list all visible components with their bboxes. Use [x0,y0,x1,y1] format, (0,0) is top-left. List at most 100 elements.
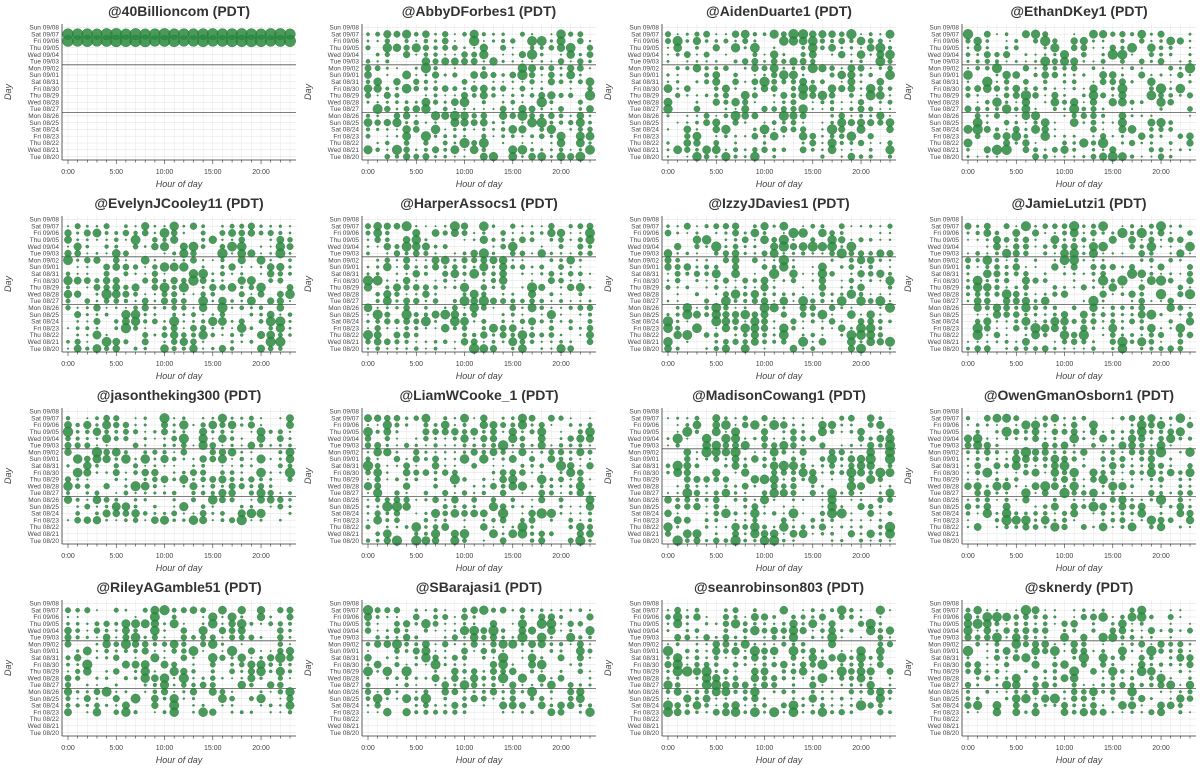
activity-bubble [802,499,804,501]
activity-bubble [365,92,371,98]
activity-bubble [994,264,999,269]
activity-bubble [888,46,892,50]
activity-bubble [384,339,390,345]
activity-bubble [160,228,169,237]
activity-bubble [568,518,572,522]
activity-bubble [433,46,437,50]
activity-bubble [403,483,410,490]
activity-bubble [1063,74,1066,77]
activity-bubble [860,88,862,90]
activity-bubble [463,292,467,296]
activity-bubble [413,470,419,476]
activity-bubble [247,276,255,284]
activity-bubble [501,230,506,235]
activity-bubble [82,35,94,47]
activity-bubble [93,304,100,311]
activity-bubble [1013,85,1020,92]
activity-bubble [732,523,740,531]
activity-bubble [1130,100,1135,105]
activity-bubble [1013,250,1020,257]
activity-bubble [684,126,691,133]
activity-bubble [76,320,78,322]
activity-bubble [376,266,379,269]
activity-bubble [789,71,797,79]
activity-bubble [434,33,436,35]
activity-bubble [667,114,670,117]
activity-bubble [84,469,92,477]
activity-bubble [133,244,138,249]
activity-bubble [1168,298,1174,304]
activity-bubble [93,455,101,463]
activity-bubble [763,512,765,514]
activity-bubble [463,272,467,276]
activity-bubble [1160,273,1162,275]
activity-bubble [789,270,797,278]
activity-bubble [404,264,410,270]
activity-bubble [66,272,70,276]
activity-bubble [664,523,673,532]
activity-bubble [435,327,437,329]
activity-bubble [694,244,699,249]
activity-bubble [481,113,487,119]
activity-bubble [415,465,417,467]
activity-bubble [453,326,457,330]
activity-bubble [512,451,514,453]
activity-bubble [102,337,111,346]
activity-bubble [480,421,488,429]
activity-bubble [76,511,80,515]
activity-bubble [209,236,217,244]
activity-bubble [1157,118,1166,127]
activity-bubble [588,245,592,249]
activity-bubble [375,325,381,331]
activity-bubble [75,250,81,256]
activity-bubble [889,239,891,241]
activity-bubble [1185,63,1195,73]
activity-bubble [683,530,691,538]
activity-bubble [715,533,718,536]
activity-bubble [569,224,573,228]
activity-bubble [830,66,835,71]
activity-bubble [712,78,720,86]
activity-bubble [365,442,371,448]
activity-bubble [578,244,584,250]
activity-bubble [1051,98,1059,106]
activity-bubble [850,519,852,521]
activity-bubble [1005,272,1009,276]
activity-bubble [828,146,836,154]
activity-bubble [212,314,214,316]
activity-bubble [279,458,282,461]
activity-bubble [519,126,527,134]
activity-bubble [498,508,508,518]
activity-bubble [143,450,147,454]
activity-bubble [1169,225,1172,228]
activity-bubble [114,463,119,468]
activity-bubble [363,330,373,340]
activity-bubble [1098,138,1108,148]
activity-bubble [850,512,852,514]
activity-bubble [1073,451,1076,454]
activity-bubble [482,272,486,276]
activity-bubble [415,67,418,70]
activity-bubble [1189,80,1192,83]
activity-bubble [492,286,495,289]
activity-bubble [96,225,98,227]
activity-bubble [1023,271,1028,276]
activity-bubble [695,464,699,468]
activity-bubble [818,91,827,100]
activity-bubble [548,455,555,462]
activity-bubble [1099,475,1108,484]
activity-bubble [743,333,747,337]
chart-title: @AbbyDForbes1 (PDT) [402,3,556,19]
activity-bubble [173,519,176,522]
activity-bubble [696,80,699,83]
activity-bubble [984,415,990,421]
activity-bubble [831,54,833,56]
activity-bubble [665,257,672,264]
activity-bubble [1043,224,1048,229]
activity-bubble [365,470,370,475]
activity-bubble [1083,60,1085,62]
activity-bubble [800,126,806,132]
activity-bubble [1118,98,1126,106]
activity-bubble [385,231,389,235]
activity-bubble [1141,239,1143,241]
